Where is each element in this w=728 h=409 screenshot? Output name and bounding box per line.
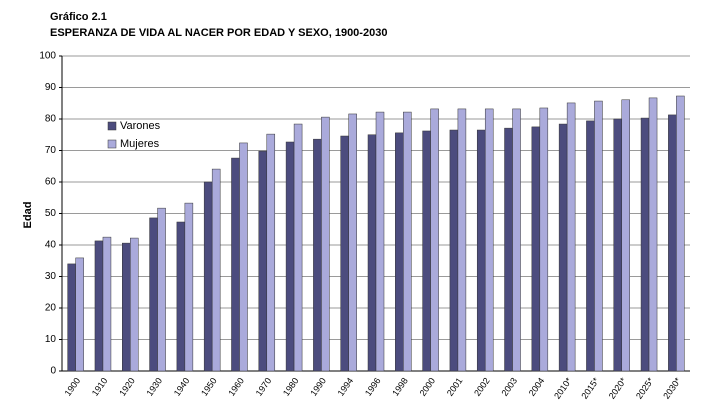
bar [258,150,268,372]
bar [184,202,194,372]
x-tick-label: 1994 [336,376,356,398]
bar [149,217,158,372]
bar [313,138,322,372]
bar [476,129,486,372]
bar [539,107,549,372]
x-tick-label: 2020* [607,375,629,400]
y-tick-label: 80 [45,114,57,125]
bar [449,129,459,372]
x-tick-label: 1920 [117,376,137,398]
bar [668,114,677,372]
bar [422,130,431,372]
x-tick-label: 2002 [472,376,492,398]
bar [403,111,412,372]
bar [375,111,385,372]
x-tick-label: 1980 [281,376,301,398]
chart-subtitle: ESPERANZA DE VIDA AL NACER POR EDAD Y SE… [50,27,387,39]
y-tick-label: 20 [45,303,57,314]
x-tick-label: 1900 [63,376,83,398]
x-tick-label: 1910 [90,376,110,398]
legend-label: Varones [120,120,161,132]
x-tick-label: 2001 [445,376,465,398]
bar [586,120,595,372]
y-tick-label: 0 [50,366,56,377]
bar [457,108,467,372]
y-tick-label: 40 [45,240,57,251]
x-tick-label: 2025* [634,375,656,400]
x-tick-label: 2003 [499,376,519,398]
x-tick-label: 1998 [390,376,410,398]
y-tick-label: 90 [45,82,57,93]
bar [613,118,622,372]
bar [484,108,494,372]
y-tick-label: 60 [45,177,57,188]
bar [594,100,603,372]
legend-swatch [107,121,117,131]
bar [157,207,166,372]
legend-swatch [107,139,117,149]
y-tick-label: 70 [45,145,57,156]
bar [531,126,541,372]
x-tick-label: 1930 [144,376,164,398]
y-axis-label: Edad [22,202,34,229]
bar [102,236,112,372]
x-tick-label: 1970 [254,376,274,398]
bar [231,157,240,372]
bar [130,237,139,372]
bar [558,123,568,372]
bar [211,168,221,372]
bar [176,221,186,372]
bar [640,117,650,372]
bar [348,113,357,372]
bar [566,102,576,372]
bar [239,142,248,372]
x-tick-label: 2015* [579,375,601,400]
bar [75,257,84,372]
bar [340,135,349,372]
bar [285,141,295,372]
bar [94,240,104,372]
bar [321,116,330,372]
bar [122,242,131,372]
x-tick-label: 1950 [199,376,219,398]
x-tick-label: 2010* [552,375,574,400]
bar [203,181,213,372]
bar [367,134,377,372]
bar [67,263,76,372]
x-tick-label: 2030* [661,375,683,400]
y-tick-label: 50 [45,208,57,219]
y-tick-label: 10 [45,334,57,345]
bar [293,123,303,372]
bar [512,108,521,372]
legend-label: Mujeres [120,138,160,150]
x-tick-label: 2000 [418,376,438,398]
x-tick-label: 1940 [172,376,192,398]
bar [621,99,630,372]
y-tick-label: 30 [45,271,57,282]
bar [430,108,439,372]
chart-title: Gráfico 2.1 [50,11,107,23]
bar [504,127,513,372]
x-tick-label: 1996 [363,376,383,398]
x-tick-label: 1990 [308,376,328,398]
bar [395,132,404,372]
x-tick-label: 1960 [226,376,246,398]
y-tick-label: 100 [39,51,56,62]
x-tick-label: 2004 [527,376,547,398]
bar [266,133,276,372]
bar [676,95,685,372]
bar [648,97,658,372]
